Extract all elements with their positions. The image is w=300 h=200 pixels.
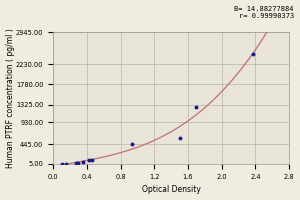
Point (76, 161, 81, 165)
Point (63, 162, 68, 165)
Point (87, 159, 92, 162)
Y-axis label: Human PTRF concentration ( pg/ml ): Human PTRF concentration ( pg/ml ) (6, 28, 15, 168)
Point (74, 162, 78, 165)
X-axis label: Optical Density: Optical Density (142, 185, 201, 194)
Point (89, 158, 94, 161)
Point (177, 136, 182, 139)
Point (193, 105, 198, 109)
Point (250, 52, 255, 55)
Point (80, 161, 85, 164)
Text: B= 14.88277884
r= 0.99990373: B= 14.88277884 r= 0.99990373 (235, 6, 294, 19)
Point (59, 162, 64, 166)
Point (129, 143, 134, 146)
